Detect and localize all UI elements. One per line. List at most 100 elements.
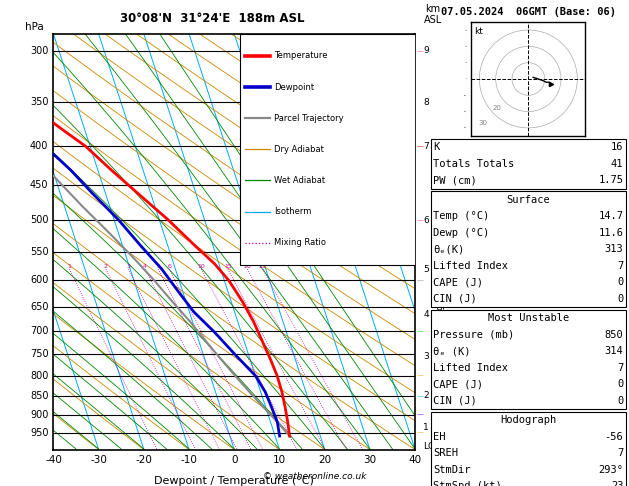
Text: 550: 550 xyxy=(30,247,48,257)
Text: CIN (J): CIN (J) xyxy=(433,396,477,406)
Text: © weatheronline.co.uk: © weatheronline.co.uk xyxy=(263,472,366,481)
Text: Isotherm: Isotherm xyxy=(274,207,311,216)
Text: K: K xyxy=(433,142,440,152)
Text: 350: 350 xyxy=(30,97,48,107)
Text: 500: 500 xyxy=(30,215,48,225)
Text: StmDir: StmDir xyxy=(433,465,471,475)
Text: 1: 1 xyxy=(67,264,72,269)
Text: Temp (°C): Temp (°C) xyxy=(433,211,489,221)
Text: Surface: Surface xyxy=(506,195,550,205)
Text: Dewp (°C): Dewp (°C) xyxy=(433,228,489,238)
Text: 11.6: 11.6 xyxy=(598,228,623,238)
Text: StmSpd (kt): StmSpd (kt) xyxy=(433,482,502,486)
Text: -40: -40 xyxy=(45,455,62,466)
Text: 7: 7 xyxy=(617,449,623,458)
Text: 5: 5 xyxy=(423,265,429,274)
Text: SREH: SREH xyxy=(433,449,459,458)
Text: EH: EH xyxy=(433,432,446,442)
Text: 850: 850 xyxy=(604,330,623,340)
Text: 14.7: 14.7 xyxy=(598,211,623,221)
Text: Dry Adiabat: Dry Adiabat xyxy=(274,145,324,154)
Text: 20: 20 xyxy=(243,264,252,269)
Text: 314: 314 xyxy=(604,347,623,356)
Text: Mixing Ratio (g/kg): Mixing Ratio (g/kg) xyxy=(436,249,445,334)
Text: 20: 20 xyxy=(493,105,502,111)
Text: —: — xyxy=(416,373,423,379)
Text: CAPE (J): CAPE (J) xyxy=(433,380,483,389)
Text: 700: 700 xyxy=(30,327,48,336)
Text: 750: 750 xyxy=(30,349,48,359)
Text: -10: -10 xyxy=(181,455,198,466)
Text: 313: 313 xyxy=(604,244,623,254)
Text: —: — xyxy=(416,48,423,54)
Text: Dewpoint / Temperature (°C): Dewpoint / Temperature (°C) xyxy=(154,476,314,486)
Text: 07.05.2024  06GMT (Base: 06): 07.05.2024 06GMT (Base: 06) xyxy=(441,7,616,17)
Text: 7: 7 xyxy=(423,142,429,151)
Text: 10: 10 xyxy=(198,264,205,269)
Text: —: — xyxy=(416,393,423,399)
Text: 30°08'N  31°24'E  188m ASL: 30°08'N 31°24'E 188m ASL xyxy=(120,12,305,25)
Text: 20: 20 xyxy=(318,455,331,466)
Text: 400: 400 xyxy=(30,141,48,151)
Text: 850: 850 xyxy=(30,391,48,401)
Text: km
ASL: km ASL xyxy=(423,4,442,25)
Text: PW (cm): PW (cm) xyxy=(433,175,477,185)
Text: 293°: 293° xyxy=(598,465,623,475)
Text: 1: 1 xyxy=(423,423,429,432)
Text: 3: 3 xyxy=(126,264,131,269)
Text: Temperature: Temperature xyxy=(274,52,328,60)
Text: -30: -30 xyxy=(90,455,107,466)
Text: —: — xyxy=(416,329,423,334)
Text: 0: 0 xyxy=(617,278,623,287)
Text: 1.75: 1.75 xyxy=(598,175,623,185)
Text: Lifted Index: Lifted Index xyxy=(433,261,508,271)
Text: Hodograph: Hodograph xyxy=(500,416,557,425)
Text: kt: kt xyxy=(474,27,484,36)
Text: 16: 16 xyxy=(611,142,623,152)
Text: 2: 2 xyxy=(423,391,429,400)
Text: θₑ(K): θₑ(K) xyxy=(433,244,465,254)
Text: -20: -20 xyxy=(135,455,152,466)
Text: -56: -56 xyxy=(604,432,623,442)
Text: 0: 0 xyxy=(617,294,623,304)
Text: 950: 950 xyxy=(30,428,48,437)
Text: 6: 6 xyxy=(423,216,429,225)
Text: 600: 600 xyxy=(30,276,48,285)
Text: Mixing Ratio: Mixing Ratio xyxy=(274,238,326,247)
Text: 25: 25 xyxy=(259,264,267,269)
Text: —: — xyxy=(416,412,423,417)
Text: 41: 41 xyxy=(611,159,623,169)
Text: 7: 7 xyxy=(617,261,623,271)
Text: 15: 15 xyxy=(224,264,232,269)
Text: Wet Adiabat: Wet Adiabat xyxy=(274,176,325,185)
Text: 10: 10 xyxy=(273,455,286,466)
Text: —: — xyxy=(416,278,423,283)
Text: hPa: hPa xyxy=(25,21,44,32)
Text: 30: 30 xyxy=(364,455,377,466)
Text: Lifted Index: Lifted Index xyxy=(433,363,508,373)
Text: —: — xyxy=(416,143,423,149)
Text: 30: 30 xyxy=(478,120,487,126)
Text: LCL: LCL xyxy=(423,442,440,451)
Text: 650: 650 xyxy=(30,302,48,312)
Text: Parcel Trajectory: Parcel Trajectory xyxy=(274,114,343,122)
Text: 3: 3 xyxy=(423,352,429,361)
Text: Totals Totals: Totals Totals xyxy=(433,159,515,169)
FancyBboxPatch shape xyxy=(240,34,417,265)
Text: 7: 7 xyxy=(617,363,623,373)
Text: —: — xyxy=(416,217,423,223)
Text: 800: 800 xyxy=(30,371,48,381)
Text: 40: 40 xyxy=(409,455,421,466)
Text: —: — xyxy=(416,430,423,435)
Text: 4: 4 xyxy=(143,264,147,269)
Text: Most Unstable: Most Unstable xyxy=(487,313,569,323)
Text: 0: 0 xyxy=(617,396,623,406)
Text: 0: 0 xyxy=(231,455,238,466)
Text: 0: 0 xyxy=(617,380,623,389)
Text: θₑ (K): θₑ (K) xyxy=(433,347,471,356)
Text: 900: 900 xyxy=(30,410,48,420)
Text: 6: 6 xyxy=(167,264,171,269)
Text: 450: 450 xyxy=(30,180,48,190)
Text: CIN (J): CIN (J) xyxy=(433,294,477,304)
Text: 5: 5 xyxy=(157,264,160,269)
